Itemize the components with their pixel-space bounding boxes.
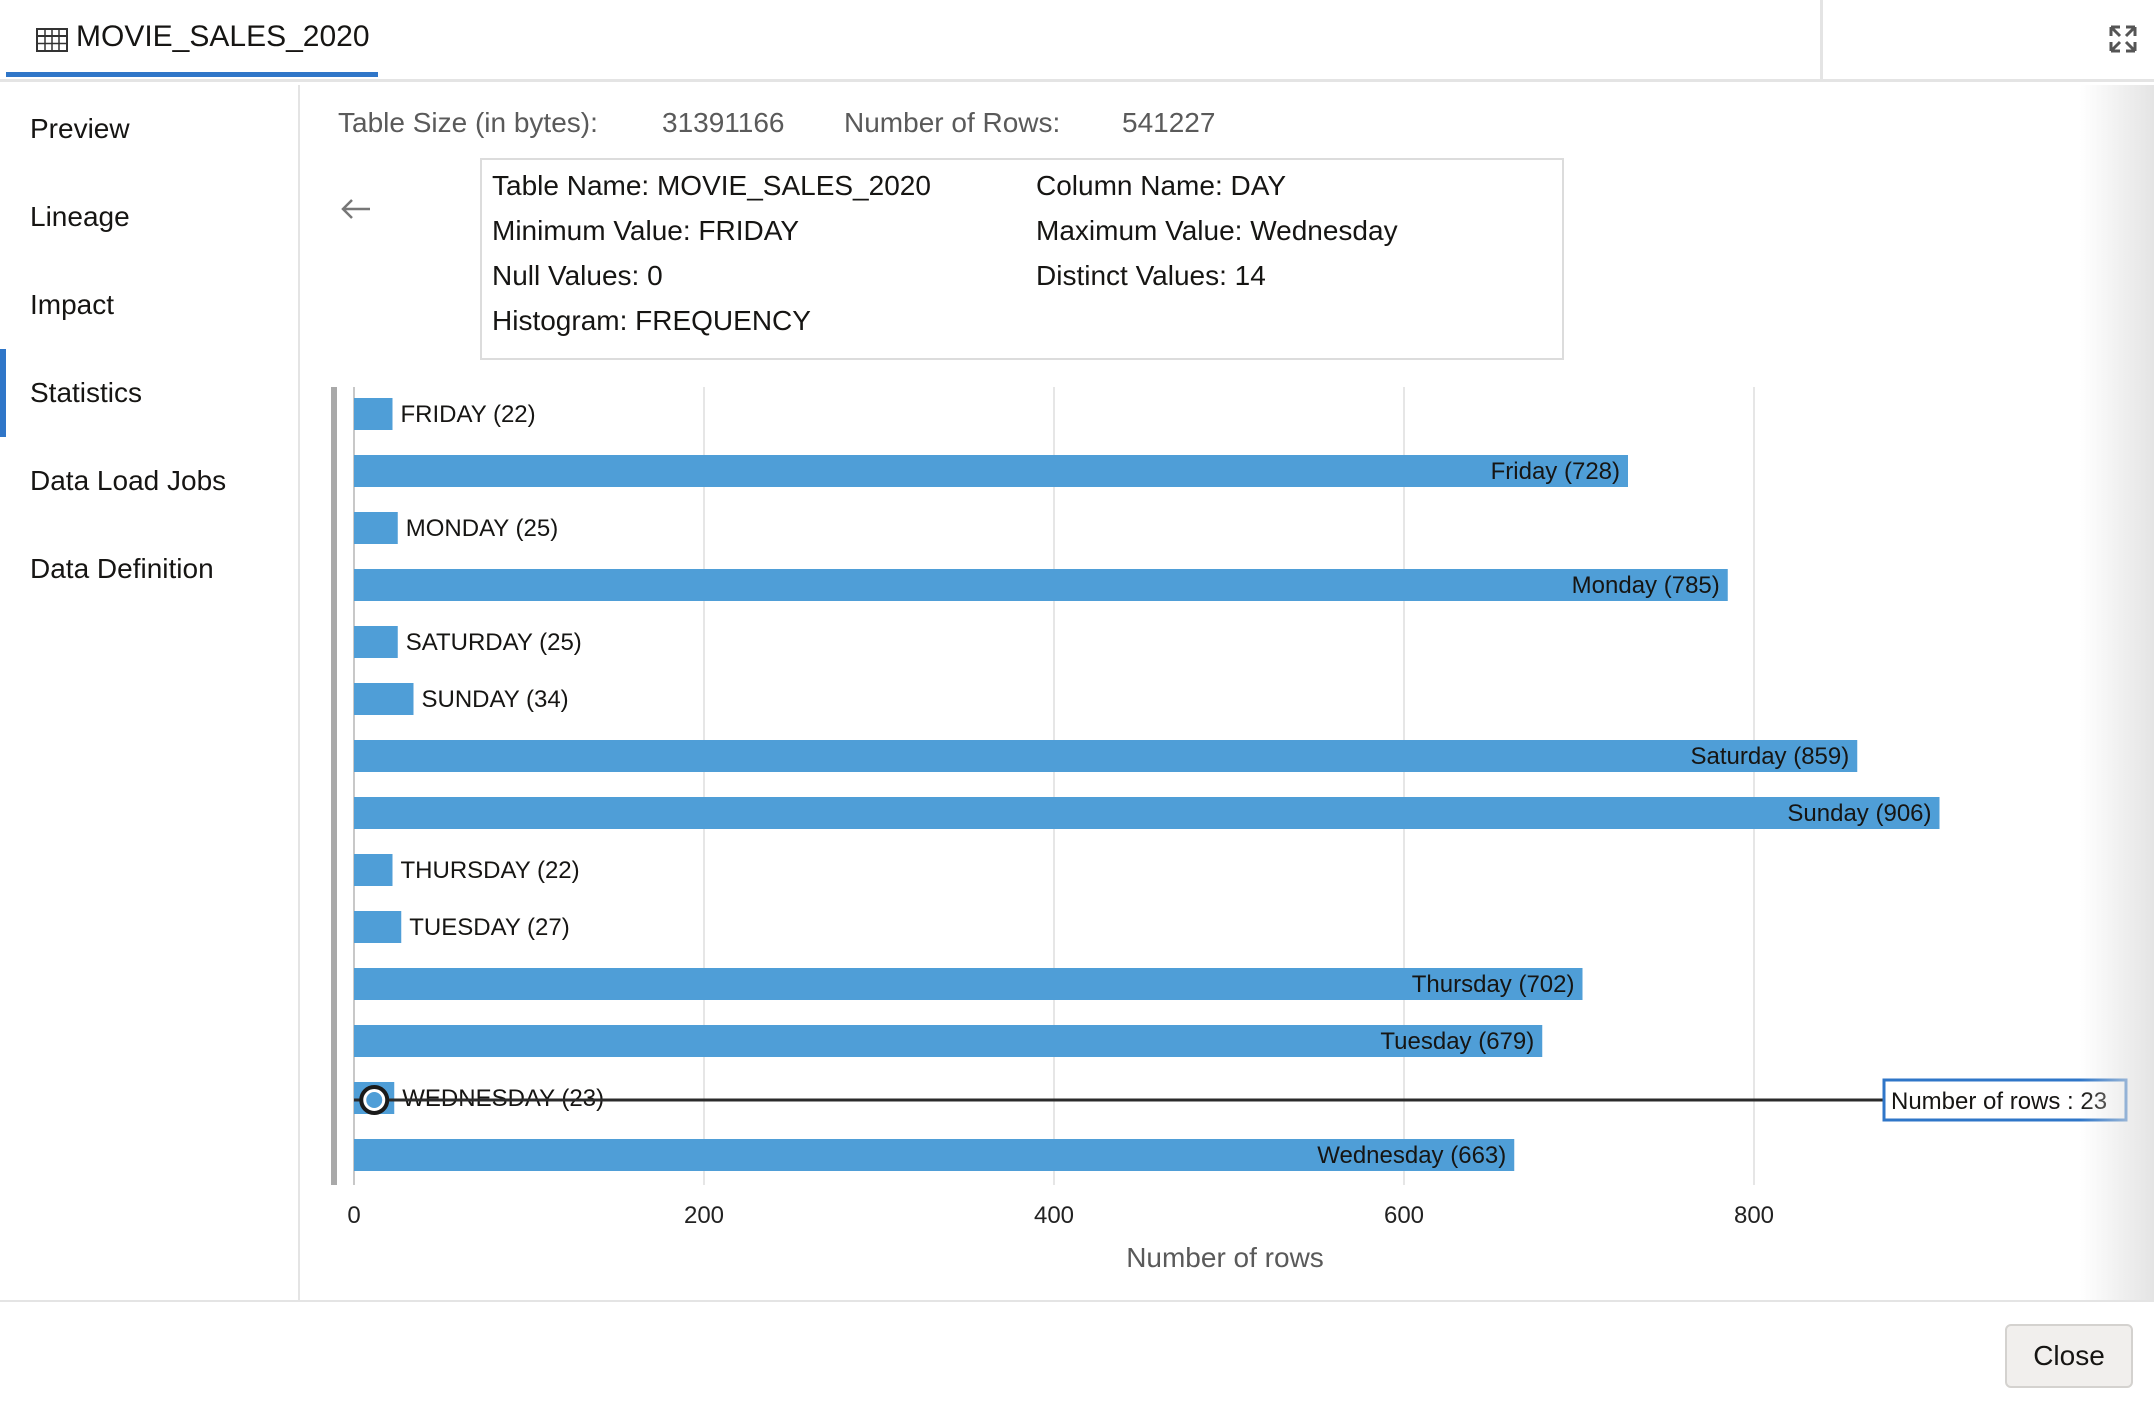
tooltip-text: Number of rows : 23	[1891, 1088, 2107, 1115]
chart-bar	[354, 683, 414, 715]
x-tick-label: 600	[1384, 1202, 1424, 1229]
histogram-type: Histogram: FREQUENCY	[492, 305, 811, 336]
sidebar-item-label: Data Load Jobs	[30, 465, 227, 496]
chart-bar	[354, 512, 398, 544]
tab-movie-sales-2020[interactable]: MOVIE_SALES_2020	[6, 0, 378, 77]
frequency-histogram-chart: FRIDAY (22) Friday (728) MONDAY (25) Monday…	[331, 387, 2128, 1273]
column-info-box: Table Name: MOVIE_SALES_2020 Column Name…	[480, 158, 1564, 360]
bar-data-label: Thursday (702)	[1412, 971, 1575, 998]
distinct-values: Distinct Values: 14	[1036, 260, 1266, 291]
x-tick-label: 200	[684, 1202, 724, 1229]
table-name: Table Name: MOVIE_SALES_2020	[492, 170, 931, 201]
minimum-value: Minimum Value: FRIDAY	[492, 215, 800, 246]
expand-icon[interactable]	[2108, 24, 2138, 54]
maximum-value: Maximum Value: Wednesday	[1036, 215, 1398, 246]
chart-bar	[354, 1025, 1543, 1057]
tab-divider	[1820, 0, 1823, 82]
bar-data-label: SUNDAY (34)	[422, 686, 569, 713]
chart-bar	[354, 455, 1628, 487]
bar-data-label: Sunday (906)	[1787, 800, 1931, 827]
x-tick-label: 800	[1734, 1202, 1774, 1229]
sidebar-item-label: Impact	[30, 289, 115, 320]
back-arrow-icon[interactable]	[338, 195, 374, 223]
table-icon	[36, 28, 68, 52]
tab-bar: MOVIE_SALES_2020	[0, 0, 2154, 82]
x-tick-label: 400	[1034, 1202, 1074, 1229]
sidebar-item-data-definition[interactable]: Data Definition	[0, 525, 298, 613]
sidebar-item-label: Data Definition	[30, 553, 214, 584]
tab-title: MOVIE_SALES_2020	[76, 20, 370, 53]
column-name: Column Name: DAY	[1036, 170, 1287, 201]
chart-bar	[354, 626, 398, 658]
bar-data-label: Saturday (859)	[1690, 743, 1849, 770]
chart-bar	[354, 740, 1858, 772]
chart-bar	[354, 968, 1583, 1000]
rows-label: Number of Rows:	[844, 107, 1061, 138]
bar-data-label: THURSDAY (22)	[401, 857, 580, 884]
x-tick-label: 0	[347, 1202, 360, 1229]
dialog-footer	[0, 1300, 2154, 1414]
chart-bar	[354, 398, 393, 430]
sidebar-item-label: Lineage	[30, 201, 130, 232]
sidebar: Preview Lineage Impact Statistics Data L…	[0, 85, 300, 1300]
sidebar-item-label: Statistics	[30, 377, 143, 408]
bar-data-label: SATURDAY (25)	[406, 629, 582, 656]
hover-marker-dot	[366, 1092, 383, 1108]
sidebar-item-statistics[interactable]: Statistics	[0, 349, 298, 437]
bar-data-label: Wednesday (663)	[1317, 1142, 1506, 1169]
bar-data-label: MONDAY (25)	[406, 515, 558, 542]
x-axis-title: Number of rows	[1126, 1242, 1324, 1273]
close-button[interactable]: Close	[2005, 1324, 2133, 1388]
rows-value: 541227	[1122, 107, 1216, 138]
table-size-label: Table Size (in bytes):	[338, 107, 598, 138]
chart-bar	[354, 911, 402, 943]
bar-data-label: Tuesday (679)	[1380, 1028, 1534, 1055]
sidebar-item-lineage[interactable]: Lineage	[0, 173, 298, 261]
chart-bar	[354, 1139, 1515, 1171]
statistics-panel: Table Size (in bytes): 31391166 Number o…	[302, 85, 2154, 1300]
null-values: Null Values: 0	[492, 260, 663, 291]
sidebar-item-impact[interactable]: Impact	[0, 261, 298, 349]
bar-data-label: Friday (728)	[1491, 458, 1620, 485]
bar-data-label: FRIDAY (22)	[401, 401, 536, 428]
chart-bar	[354, 854, 393, 886]
chart-scrollbar	[331, 387, 337, 1185]
sidebar-item-data-load-jobs[interactable]: Data Load Jobs	[0, 437, 298, 525]
sidebar-item-preview[interactable]: Preview	[0, 85, 298, 173]
bar-data-label: TUESDAY (27)	[409, 914, 570, 941]
sidebar-item-label: Preview	[30, 113, 130, 144]
bar-data-label: Monday (785)	[1572, 572, 1720, 599]
chart-bar	[354, 569, 1728, 601]
chart-bar	[354, 797, 1940, 829]
table-size-value: 31391166	[662, 107, 785, 138]
